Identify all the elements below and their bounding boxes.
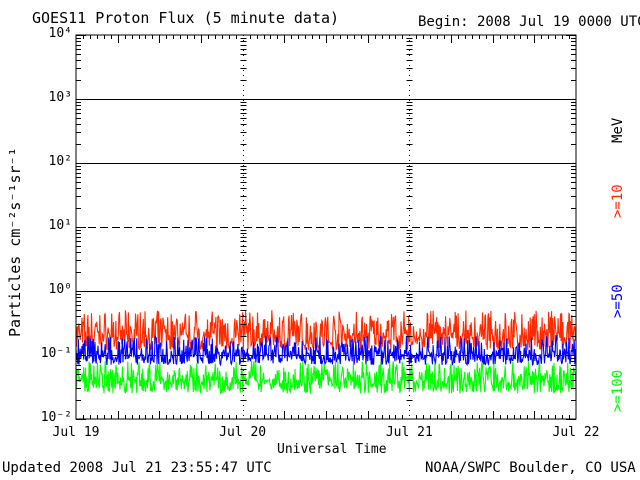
y-tick-label: 10⁰ <box>48 282 72 297</box>
legend-ge10: >=10 <box>610 184 626 218</box>
series-layer <box>75 310 577 394</box>
chart-title: GOES11 Proton Flux (5 minute data) <box>32 9 340 27</box>
updated-timestamp: Updated 2008 Jul 21 23:55:47 UTC <box>2 460 272 476</box>
series-line-ge50 <box>75 334 577 367</box>
y-tick-label: 10⁻¹ <box>40 346 72 361</box>
energy-unit-label: MeV <box>610 117 626 143</box>
x-tick-label: Jul 22 <box>552 425 600 440</box>
x-tick-label: Jul 21 <box>385 425 433 440</box>
y-tick-label: 10³ <box>48 90 72 105</box>
legend-ge50: >=50 <box>610 284 626 318</box>
series-line-ge100 <box>75 361 577 394</box>
x-axis-ticks <box>83 35 570 419</box>
y-tick-label: 10¹ <box>48 218 72 233</box>
y-axis-ticks <box>76 35 576 420</box>
x-tick-label: Jul 19 <box>52 425 100 440</box>
y-axis-label: Particles cm⁻²s⁻¹sr⁻¹ <box>6 147 24 337</box>
legend-ge100: >=100 <box>610 369 626 412</box>
x-tick-label: Jul 20 <box>219 425 267 440</box>
x-axis-label: Universal Time <box>277 442 387 457</box>
y-tick-label: 10² <box>48 154 72 169</box>
y-tick-label: 10⁴ <box>48 26 72 41</box>
begin-time: Begin: 2008 Jul 19 0000 UTC <box>418 14 640 30</box>
credit-text: NOAA/SWPC Boulder, CO USA <box>425 460 636 476</box>
y-tick-label: 10⁻² <box>40 410 72 425</box>
